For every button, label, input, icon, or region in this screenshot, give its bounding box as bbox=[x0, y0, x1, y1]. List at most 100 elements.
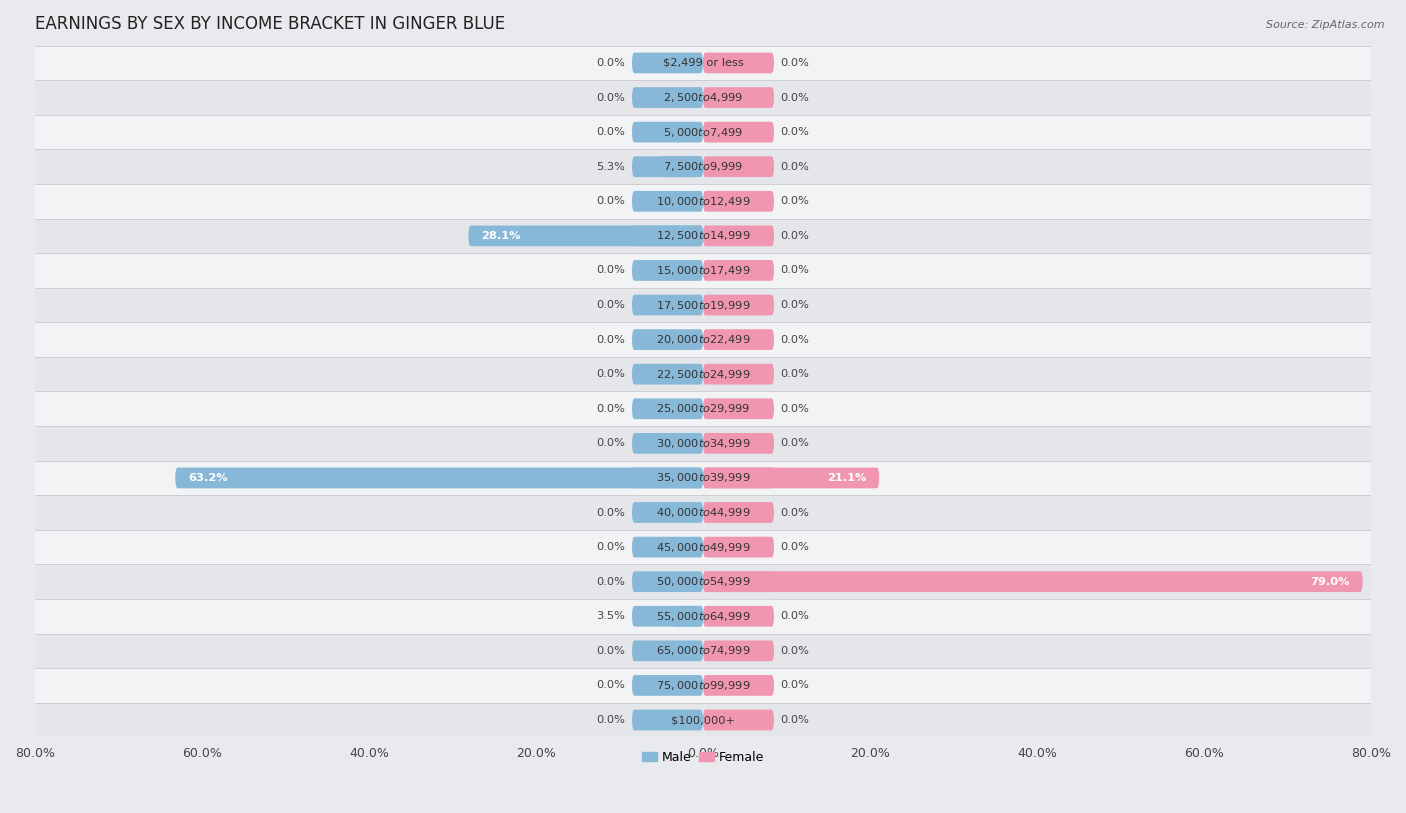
FancyBboxPatch shape bbox=[703, 467, 773, 489]
FancyBboxPatch shape bbox=[633, 294, 703, 315]
Text: Source: ZipAtlas.com: Source: ZipAtlas.com bbox=[1267, 20, 1385, 30]
Text: $45,000 to $49,999: $45,000 to $49,999 bbox=[655, 541, 751, 554]
Text: 0.0%: 0.0% bbox=[780, 680, 810, 690]
Text: $12,500 to $14,999: $12,500 to $14,999 bbox=[655, 229, 751, 242]
Text: 0.0%: 0.0% bbox=[596, 576, 626, 587]
Text: 0.0%: 0.0% bbox=[780, 542, 810, 552]
FancyBboxPatch shape bbox=[703, 502, 773, 523]
FancyBboxPatch shape bbox=[703, 122, 773, 142]
Text: 0.0%: 0.0% bbox=[596, 404, 626, 414]
Text: $100,000+: $100,000+ bbox=[671, 715, 735, 725]
FancyBboxPatch shape bbox=[633, 87, 703, 108]
FancyBboxPatch shape bbox=[633, 641, 703, 661]
FancyBboxPatch shape bbox=[703, 675, 773, 696]
Bar bbox=[35, 288, 1371, 322]
Text: $17,500 to $19,999: $17,500 to $19,999 bbox=[655, 298, 751, 311]
Text: 0.0%: 0.0% bbox=[596, 715, 626, 725]
FancyBboxPatch shape bbox=[468, 225, 703, 246]
Text: 0.0%: 0.0% bbox=[780, 369, 810, 379]
Text: 0.0%: 0.0% bbox=[596, 646, 626, 656]
Text: $7,500 to $9,999: $7,500 to $9,999 bbox=[664, 160, 742, 173]
Bar bbox=[35, 599, 1371, 633]
Text: 79.0%: 79.0% bbox=[1310, 576, 1350, 587]
FancyBboxPatch shape bbox=[703, 364, 773, 385]
FancyBboxPatch shape bbox=[703, 156, 773, 177]
Text: 0.0%: 0.0% bbox=[780, 611, 810, 621]
FancyBboxPatch shape bbox=[633, 710, 703, 730]
Text: 0.0%: 0.0% bbox=[596, 369, 626, 379]
Bar bbox=[35, 668, 1371, 702]
FancyBboxPatch shape bbox=[703, 260, 773, 280]
FancyBboxPatch shape bbox=[633, 364, 703, 385]
FancyBboxPatch shape bbox=[633, 122, 703, 142]
FancyBboxPatch shape bbox=[633, 433, 703, 454]
FancyBboxPatch shape bbox=[703, 329, 773, 350]
FancyBboxPatch shape bbox=[176, 467, 703, 489]
Text: $55,000 to $64,999: $55,000 to $64,999 bbox=[655, 610, 751, 623]
Text: 0.0%: 0.0% bbox=[596, 335, 626, 345]
Text: 0.0%: 0.0% bbox=[780, 127, 810, 137]
FancyBboxPatch shape bbox=[633, 675, 703, 696]
Text: $20,000 to $22,499: $20,000 to $22,499 bbox=[655, 333, 751, 346]
FancyBboxPatch shape bbox=[703, 572, 1362, 592]
Bar bbox=[35, 357, 1371, 392]
Text: 63.2%: 63.2% bbox=[188, 473, 228, 483]
Text: $22,500 to $24,999: $22,500 to $24,999 bbox=[655, 367, 751, 380]
Bar bbox=[35, 702, 1371, 737]
Text: 3.5%: 3.5% bbox=[596, 611, 626, 621]
Text: 0.0%: 0.0% bbox=[596, 300, 626, 310]
FancyBboxPatch shape bbox=[633, 53, 703, 73]
Bar bbox=[35, 564, 1371, 599]
FancyBboxPatch shape bbox=[703, 87, 773, 108]
Text: 0.0%: 0.0% bbox=[780, 404, 810, 414]
FancyBboxPatch shape bbox=[703, 53, 773, 73]
Text: $75,000 to $99,999: $75,000 to $99,999 bbox=[655, 679, 751, 692]
FancyBboxPatch shape bbox=[703, 572, 773, 592]
Bar bbox=[35, 150, 1371, 184]
FancyBboxPatch shape bbox=[703, 606, 773, 627]
Bar bbox=[35, 184, 1371, 219]
Text: 0.0%: 0.0% bbox=[780, 715, 810, 725]
Text: $65,000 to $74,999: $65,000 to $74,999 bbox=[655, 645, 751, 658]
Text: 0.0%: 0.0% bbox=[780, 196, 810, 207]
Bar bbox=[35, 495, 1371, 530]
Bar bbox=[35, 461, 1371, 495]
Text: 0.0%: 0.0% bbox=[596, 127, 626, 137]
FancyBboxPatch shape bbox=[633, 191, 703, 211]
Bar bbox=[35, 530, 1371, 564]
Text: 0.0%: 0.0% bbox=[596, 438, 626, 448]
FancyBboxPatch shape bbox=[703, 710, 773, 730]
Text: 0.0%: 0.0% bbox=[780, 93, 810, 102]
Text: 0.0%: 0.0% bbox=[596, 196, 626, 207]
FancyBboxPatch shape bbox=[703, 467, 879, 489]
Text: 0.0%: 0.0% bbox=[780, 266, 810, 276]
Text: EARNINGS BY SEX BY INCOME BRACKET IN GINGER BLUE: EARNINGS BY SEX BY INCOME BRACKET IN GIN… bbox=[35, 15, 505, 33]
Text: 0.0%: 0.0% bbox=[596, 542, 626, 552]
Text: $25,000 to $29,999: $25,000 to $29,999 bbox=[655, 402, 751, 415]
Bar bbox=[35, 219, 1371, 253]
Text: 0.0%: 0.0% bbox=[780, 300, 810, 310]
Text: 0.0%: 0.0% bbox=[780, 335, 810, 345]
Text: $2,499 or less: $2,499 or less bbox=[662, 58, 744, 68]
FancyBboxPatch shape bbox=[673, 606, 703, 627]
FancyBboxPatch shape bbox=[633, 572, 703, 592]
FancyBboxPatch shape bbox=[659, 156, 703, 177]
FancyBboxPatch shape bbox=[633, 467, 703, 489]
Bar bbox=[35, 46, 1371, 80]
FancyBboxPatch shape bbox=[703, 191, 773, 211]
FancyBboxPatch shape bbox=[703, 225, 773, 246]
Text: 0.0%: 0.0% bbox=[780, 58, 810, 68]
Text: 0.0%: 0.0% bbox=[780, 646, 810, 656]
Text: 0.0%: 0.0% bbox=[596, 58, 626, 68]
Text: $35,000 to $39,999: $35,000 to $39,999 bbox=[655, 472, 751, 485]
FancyBboxPatch shape bbox=[633, 537, 703, 558]
Bar bbox=[35, 633, 1371, 668]
FancyBboxPatch shape bbox=[703, 641, 773, 661]
FancyBboxPatch shape bbox=[633, 398, 703, 420]
Text: 0.0%: 0.0% bbox=[596, 266, 626, 276]
Text: 0.0%: 0.0% bbox=[780, 507, 810, 518]
Bar bbox=[35, 80, 1371, 115]
Text: 21.1%: 21.1% bbox=[827, 473, 866, 483]
FancyBboxPatch shape bbox=[703, 537, 773, 558]
FancyBboxPatch shape bbox=[633, 606, 703, 627]
